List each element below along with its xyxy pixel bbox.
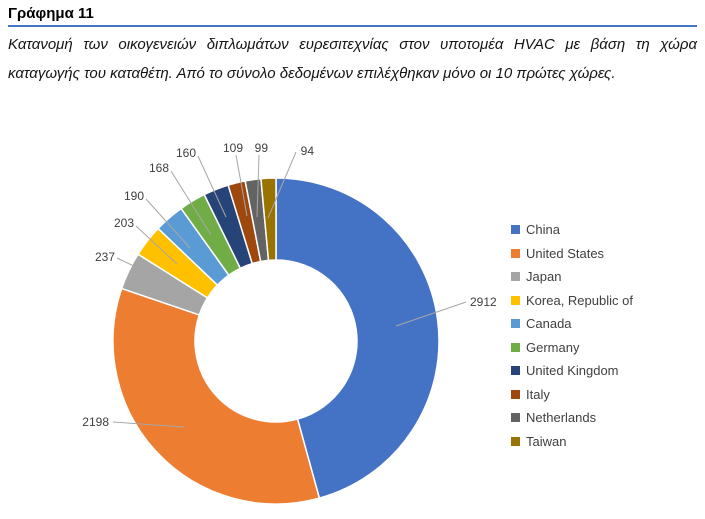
value-label-italy: 109	[223, 141, 243, 155]
legend-item-japan: Japan	[511, 265, 633, 289]
value-label-china: 2912	[470, 295, 497, 309]
value-label-germany: 168	[149, 161, 169, 175]
slice-taiwan	[260, 177, 277, 262]
legend-label: United Kingdom	[526, 363, 619, 379]
legend-item-netherlands: Netherlands	[511, 406, 633, 430]
legend-item-united-kingdom: United Kingdom	[511, 359, 633, 383]
heading-rule	[8, 25, 697, 27]
value-label-taiwan: 94	[301, 144, 315, 158]
leader-line-korea-republic-of	[135, 225, 178, 265]
leader-line-netherlands	[256, 154, 260, 218]
value-label-united-kingdom: 160	[176, 146, 196, 160]
legend-marker-korea-republic-of	[511, 295, 520, 305]
legend-item-taiwan: Taiwan	[511, 430, 633, 454]
leader-line-china	[395, 301, 467, 327]
chart-legend: China United States Japan Korea, Republic o…	[511, 218, 633, 453]
legend-label: China	[526, 222, 560, 238]
legend-marker-italy	[511, 389, 520, 399]
leader-line-united-kingdom	[197, 155, 227, 218]
legend-item-china: China	[511, 218, 633, 242]
figure-caption-line2: καταγωγής του καταθέτη. Από το σύνολο δε…	[8, 65, 616, 82]
leader-line-japan	[116, 257, 141, 270]
leader-line-canada	[145, 198, 191, 249]
legend-label: Japan	[526, 269, 562, 285]
legend-label: United States	[526, 245, 605, 261]
leader-line-germany	[170, 170, 212, 236]
legend-marker-united-kingdom	[511, 366, 520, 376]
legend-item-korea-republic-of: Korea, Republic of	[511, 289, 633, 313]
legend-label: Canada	[526, 316, 572, 332]
legend-marker-china	[511, 225, 520, 235]
legend-item-canada: Canada	[511, 312, 633, 336]
leader-line-united-states	[112, 421, 185, 428]
legend-marker-japan	[511, 272, 520, 282]
value-label-korea-republic-of: 203	[114, 216, 134, 230]
value-label-netherlands: 99	[255, 141, 269, 155]
legend-marker-netherlands	[511, 413, 520, 423]
value-label-canada: 190	[124, 189, 144, 203]
legend-item-germany: Germany	[511, 336, 633, 360]
legend-marker-germany	[511, 342, 520, 352]
legend-label: Italy	[526, 386, 550, 402]
leader-line-italy	[235, 154, 248, 217]
legend-label: Netherlands	[526, 410, 597, 426]
legend-item-united-states: United States	[511, 242, 633, 266]
figure-heading: Γράφημα 11	[8, 5, 94, 22]
leader-line-taiwan	[267, 151, 297, 219]
value-label-united-states: 2198	[82, 415, 109, 429]
legend-marker-canada	[511, 319, 520, 329]
legend-marker-taiwan	[511, 436, 520, 446]
legend-label: Germany	[526, 339, 580, 355]
legend-marker-united-states	[511, 248, 520, 258]
legend-item-italy: Italy	[511, 383, 633, 407]
legend-label: Korea, Republic of	[526, 292, 633, 308]
legend-label: Taiwan	[526, 433, 567, 449]
value-label-japan: 237	[95, 250, 115, 264]
slice-china	[275, 177, 440, 499]
slice-united-states	[112, 287, 321, 505]
figure-caption-line1: Κατανομή των οικογενειών διπλωμάτων ευρε…	[8, 36, 697, 53]
